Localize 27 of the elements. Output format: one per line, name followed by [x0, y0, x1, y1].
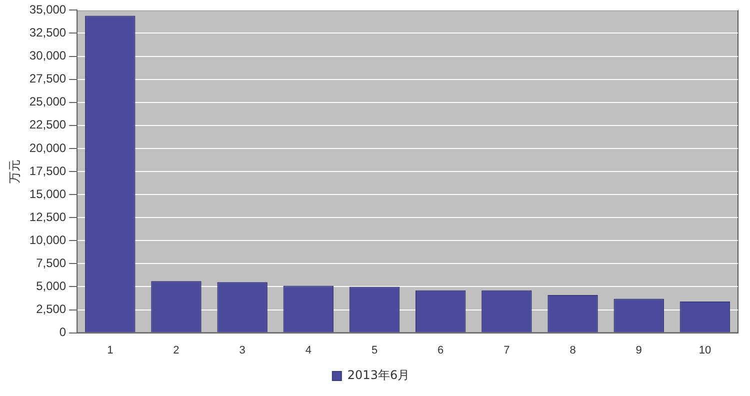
y-tick-label: 17,500 — [29, 164, 66, 178]
y-tick-label: 5,000 — [36, 279, 66, 294]
y-tick-label: 35,000 — [29, 2, 66, 17]
x-tick-label: 4 — [305, 344, 312, 356]
x-tick-label: 3 — [239, 344, 246, 356]
y-tick-label: 15,000 — [29, 186, 66, 201]
x-tick-label: 1 — [107, 344, 114, 356]
y-tick-label: 27,500 — [29, 72, 66, 86]
legend-label: 2013年6月 — [347, 368, 410, 382]
x-tick-label: 8 — [570, 344, 576, 356]
y-tick-label: 12,500 — [29, 210, 66, 224]
y-tick-label: 30,000 — [29, 48, 66, 63]
y-tick-label: 32,500 — [29, 26, 66, 40]
y-tick-label: 2,500 — [36, 302, 66, 316]
y-tick-label: 22,500 — [29, 118, 66, 132]
x-tick-label: 10 — [698, 344, 712, 356]
x-tick-label: 6 — [438, 344, 444, 356]
y-tick-label: 10,000 — [29, 232, 66, 247]
x-tick-label: 2 — [173, 344, 180, 356]
y-tick-label: 25,000 — [29, 94, 66, 109]
y-axis-title: 万元 — [8, 160, 22, 184]
y-tick-label: 20,000 — [29, 140, 66, 155]
y-tick-label: 7,500 — [36, 256, 66, 270]
x-tick-label: 9 — [636, 344, 642, 356]
y-tick-label: 0 — [59, 325, 66, 340]
x-tick-label: 7 — [504, 344, 510, 356]
x-tick-label: 5 — [371, 344, 378, 356]
